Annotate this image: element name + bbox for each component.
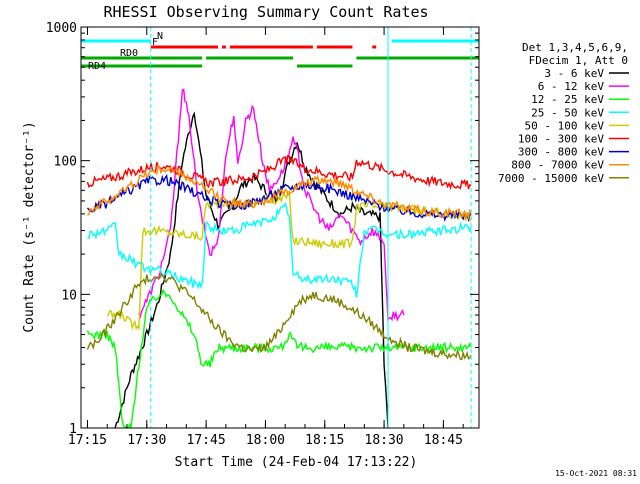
legend-label-8: 7000 - 15000 keV	[498, 172, 604, 185]
y-tick-label-3: 1000	[46, 21, 77, 36]
x-tick-label-6: 18:45	[424, 433, 463, 448]
markers-group	[150, 27, 472, 428]
flag-label-n: N	[157, 31, 163, 42]
x-tick-label-3: 18:00	[246, 433, 285, 448]
legend-label-6: 300 - 800 keV	[518, 146, 604, 159]
x-axis-label: Start Time (24-Feb-04 17:13:22)	[175, 455, 418, 470]
x-tick-label-0: 17:15	[68, 433, 107, 448]
legend: Det 1,3,4,5,6,9,FDecim 1, Att 03 - 6 keV…	[498, 41, 629, 185]
series-line-25-50-kev	[87, 201, 472, 298]
flags-group: NF RD0 RD4	[81, 31, 479, 72]
flag-label-rd4: RD4	[88, 61, 106, 72]
legend-label-3: 25 - 50 keV	[531, 106, 604, 119]
y-tick-label-2: 100	[54, 155, 77, 170]
series-line-50-100-kev	[106, 190, 472, 331]
timestamp: 15-Oct-2021 08:31	[555, 469, 637, 478]
legend-header-0: Det 1,3,4,5,6,9,	[522, 41, 628, 54]
x-tick-label-4: 18:15	[305, 433, 344, 448]
y-tick-label-0: 1	[69, 422, 77, 437]
legend-label-4: 50 - 100 keV	[525, 119, 605, 132]
legend-label-2: 12 - 25 keV	[531, 93, 604, 106]
legend-label-7: 800 - 7000 keV	[511, 159, 604, 172]
series-line-800-7000-kev	[87, 164, 472, 221]
x-tick-label-1: 17:30	[127, 433, 166, 448]
y-axis-label: Count Rate (s⁻¹ detector⁻¹)	[22, 121, 37, 332]
y-tick-label-1: 10	[61, 288, 77, 303]
x-tick-label-2: 17:45	[187, 433, 226, 448]
y-axis: 1 10 100 1000	[46, 21, 479, 437]
chart-title: RHESSI Observing Summary Count Rates	[103, 3, 428, 21]
legend-label-0: 3 - 6 keV	[544, 67, 604, 80]
plot-frame	[80, 26, 480, 429]
x-axis: 17:15 17:30 17:45 18:00 18:15 18:30 18:45	[68, 27, 464, 448]
legend-header-1: FDecim 1, Att 0	[529, 54, 628, 67]
series-group	[86, 88, 472, 430]
flag-label-rd0: RD0	[120, 48, 138, 59]
series-line-6-12-kev	[138, 88, 405, 322]
series-line-7000-15000-kev	[86, 272, 472, 361]
x-tick-label-5: 18:30	[365, 433, 404, 448]
legend-label-5: 100 - 300 keV	[518, 133, 604, 146]
legend-label-1: 6 - 12 keV	[538, 80, 605, 93]
flag-label-f: F	[152, 37, 158, 48]
